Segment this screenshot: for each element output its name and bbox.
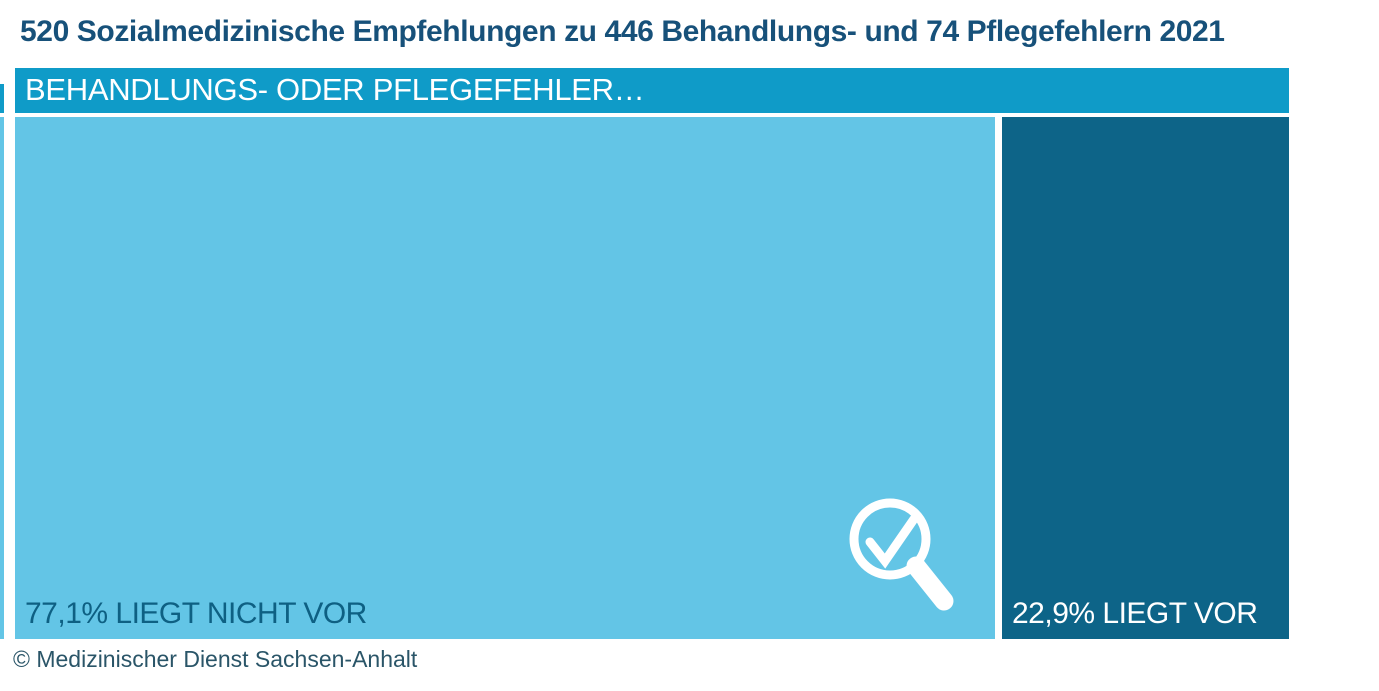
left-edge-sliver-header xyxy=(0,84,4,113)
magnifier-check-icon xyxy=(849,498,954,611)
chart-header-label: BEHANDLUNGS- ODER PFLEGEFEHLER… xyxy=(25,72,645,107)
segment-label-liegt-vor: 22,9% LIEGT VOR xyxy=(1012,597,1258,630)
segment-liegt-vor: 22,9% LIEGT VOR xyxy=(1002,117,1289,639)
checkmark-icon xyxy=(865,514,919,569)
magnifier-lens-icon xyxy=(849,498,931,580)
left-edge-sliver-body xyxy=(0,117,4,639)
segment-label-liegt-nicht-vor: 77,1% LIEGT NICHT VOR xyxy=(25,597,367,630)
segment-liegt-nicht-vor: 77,1% LIEGT NICHT VOR xyxy=(15,117,995,639)
magnifier-handle-icon xyxy=(906,556,954,611)
page-title: 520 Sozialmedizinische Empfehlungen zu 4… xyxy=(20,15,1225,48)
chart-header-bar: BEHANDLUNGS- ODER PFLEGEFEHLER… xyxy=(15,68,1289,113)
copyright-text: © Medizinischer Dienst Sachsen-Anhalt xyxy=(13,646,418,672)
